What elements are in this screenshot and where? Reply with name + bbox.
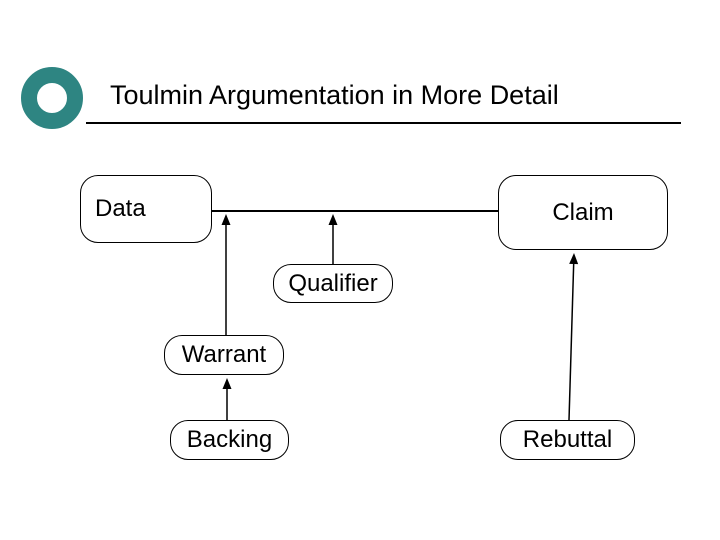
page-title: Toulmin Argumentation in More Detail: [110, 80, 559, 111]
node-warrant-label: Warrant: [182, 341, 266, 369]
node-data-label: Data: [95, 195, 146, 223]
title-ring-decoration: [21, 67, 83, 129]
node-qualifier: Qualifier: [273, 264, 393, 303]
node-rebuttal: Rebuttal: [500, 420, 635, 460]
node-data: Data: [80, 175, 212, 243]
node-backing-label: Backing: [187, 426, 272, 454]
node-rebuttal-label: Rebuttal: [523, 426, 612, 454]
node-backing: Backing: [170, 420, 289, 460]
node-claim: Claim: [498, 175, 668, 250]
node-warrant: Warrant: [164, 335, 284, 375]
title-underline: [86, 122, 681, 124]
node-claim-label: Claim: [552, 199, 613, 227]
node-qualifier-label: Qualifier: [288, 270, 377, 298]
